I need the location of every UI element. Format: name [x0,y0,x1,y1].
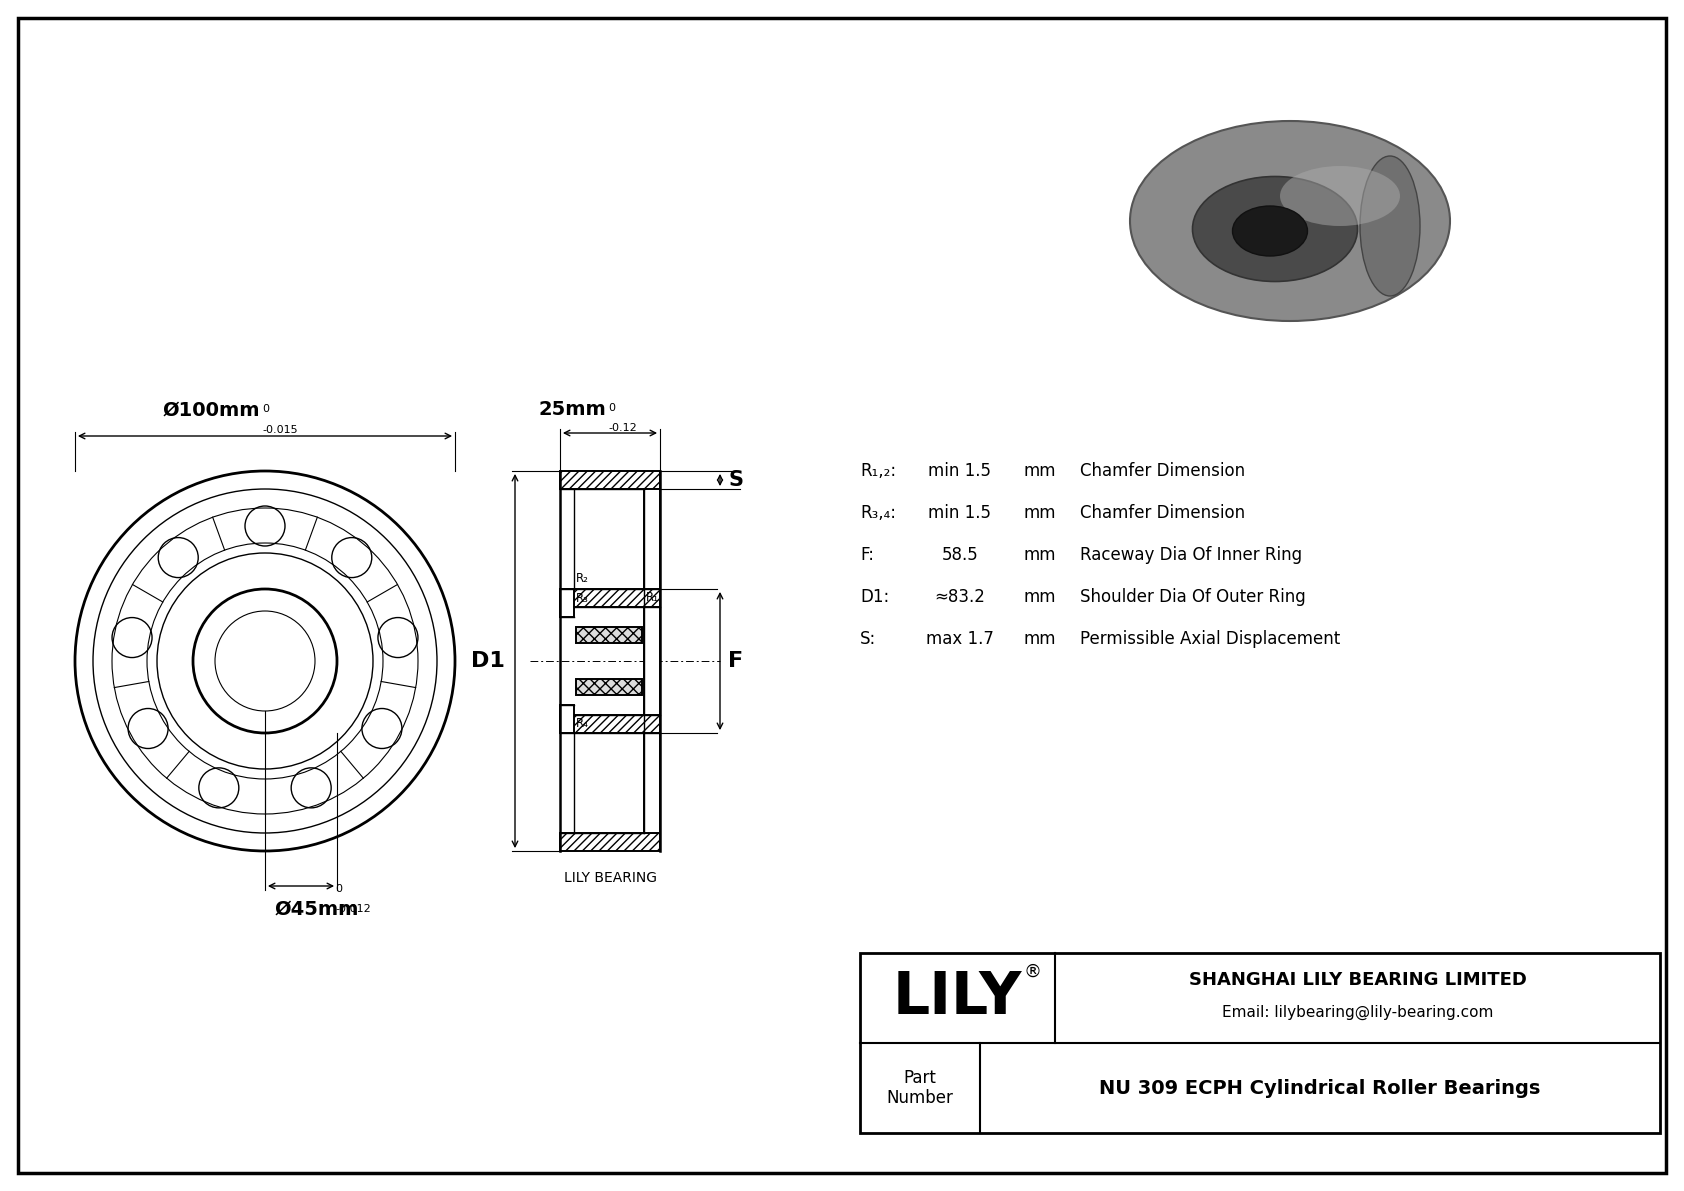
Ellipse shape [1192,176,1357,281]
Bar [576,626,642,643]
Text: 0: 0 [263,404,269,414]
Bar [643,490,660,833]
Text: S:: S: [861,630,876,648]
Text: min 1.5: min 1.5 [928,504,992,522]
Bar [861,953,1660,1133]
Text: NU 309 ECPH Cylindrical Roller Bearings: NU 309 ECPH Cylindrical Roller Bearings [1100,1079,1541,1097]
Text: -0.015: -0.015 [263,425,298,435]
Text: 25mm: 25mm [539,400,606,419]
Ellipse shape [1280,166,1399,226]
Text: R₁: R₁ [647,591,658,604]
Text: Permissible Axial Displacement: Permissible Axial Displacement [1079,630,1340,648]
Text: Ø100mm: Ø100mm [162,401,259,420]
Text: D1:: D1: [861,588,889,606]
Text: mm: mm [1024,588,1056,606]
Ellipse shape [1361,156,1420,297]
Text: Email: lilybearing@lily-bearing.com: Email: lilybearing@lily-bearing.com [1223,1004,1494,1019]
Text: Shoulder Dia Of Outer Ring: Shoulder Dia Of Outer Ring [1079,588,1305,606]
Text: ≈83.2: ≈83.2 [935,588,985,606]
Text: F:: F: [861,545,874,565]
Text: mm: mm [1024,462,1056,480]
Text: Chamfer Dimension: Chamfer Dimension [1079,504,1244,522]
Text: mm: mm [1024,545,1056,565]
Text: D1: D1 [472,651,505,671]
Text: ®: ® [1022,964,1041,981]
Text: R₂: R₂ [576,572,589,585]
Text: R₄: R₄ [576,717,589,730]
Bar [561,705,574,732]
Text: 58.5: 58.5 [941,545,978,565]
Text: -0.012: -0.012 [335,904,370,913]
Bar [561,470,660,490]
Bar [561,833,660,852]
Text: max 1.7: max 1.7 [926,630,994,648]
Text: mm: mm [1024,630,1056,648]
Text: mm: mm [1024,504,1056,522]
Text: Raceway Dia Of Inner Ring: Raceway Dia Of Inner Ring [1079,545,1302,565]
Text: 0: 0 [608,403,615,413]
Text: Part
Number: Part Number [886,1068,953,1108]
Text: Ø45mm: Ø45mm [274,900,359,919]
Text: R₃,₄:: R₃,₄: [861,504,896,522]
Bar [576,679,642,696]
Text: SHANGHAI LILY BEARING LIMITED: SHANGHAI LILY BEARING LIMITED [1189,971,1526,989]
Text: F: F [727,651,743,671]
Text: LILY: LILY [893,969,1022,1027]
Text: min 1.5: min 1.5 [928,462,992,480]
Text: -0.12: -0.12 [608,423,637,434]
Bar [561,590,574,617]
Bar [561,590,660,607]
Text: 0: 0 [335,884,342,894]
Ellipse shape [1130,121,1450,322]
Text: R₃: R₃ [576,592,589,605]
Text: Chamfer Dimension: Chamfer Dimension [1079,462,1244,480]
Bar [561,715,660,732]
Text: R₁,₂:: R₁,₂: [861,462,896,480]
Text: S: S [727,470,743,490]
Ellipse shape [1233,206,1307,256]
Text: LILY BEARING: LILY BEARING [564,871,657,885]
